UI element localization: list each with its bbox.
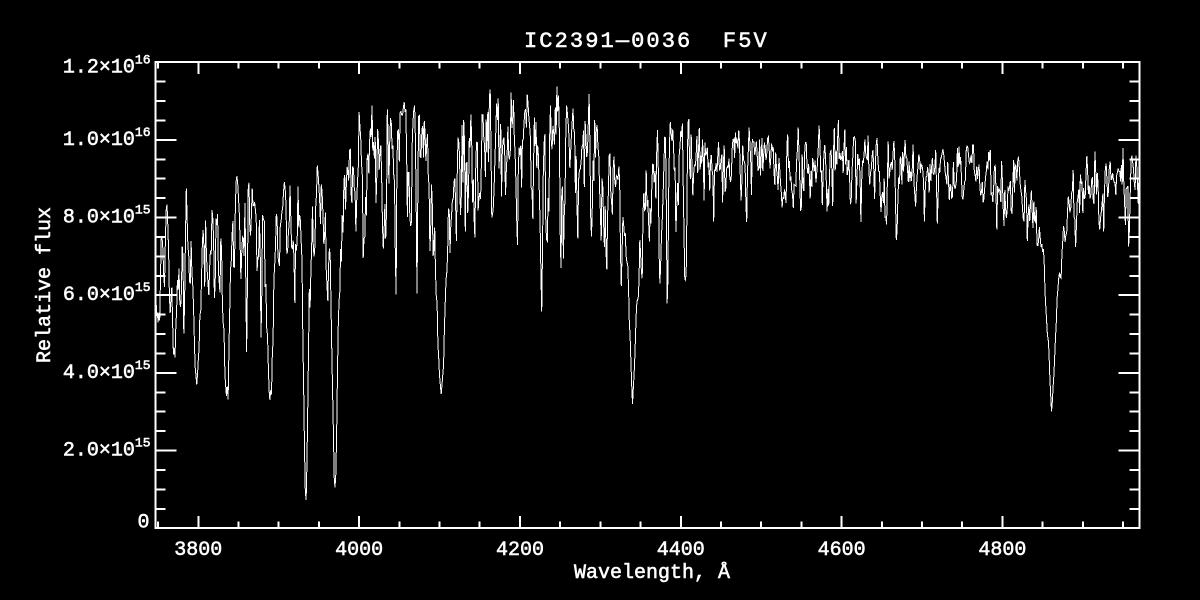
svg-text:4600: 4600 — [818, 539, 866, 562]
svg-text:4800: 4800 — [978, 539, 1026, 562]
svg-text:4000: 4000 — [335, 539, 383, 562]
svg-text:4.0×1015: 4.0×1015 — [63, 358, 151, 385]
svg-text:0: 0 — [137, 512, 149, 535]
svg-text:IC2391—0036 F5V: IC2391—0036 F5V — [524, 29, 769, 54]
svg-text:3800: 3800 — [174, 539, 222, 562]
svg-text:8.0×1015: 8.0×1015 — [63, 203, 151, 230]
svg-text:6.0×1015: 6.0×1015 — [63, 280, 151, 307]
svg-text:4200: 4200 — [496, 539, 544, 562]
svg-text:2.0×1015: 2.0×1015 — [63, 436, 151, 463]
svg-text:Relative flux: Relative flux — [34, 207, 57, 363]
svg-text:4400: 4400 — [657, 539, 705, 562]
svg-text:Wavelength, Å: Wavelength, Å — [574, 562, 730, 585]
svg-text:1.2×1016: 1.2×1016 — [63, 53, 151, 80]
svg-text:1.0×1016: 1.0×1016 — [63, 125, 151, 152]
